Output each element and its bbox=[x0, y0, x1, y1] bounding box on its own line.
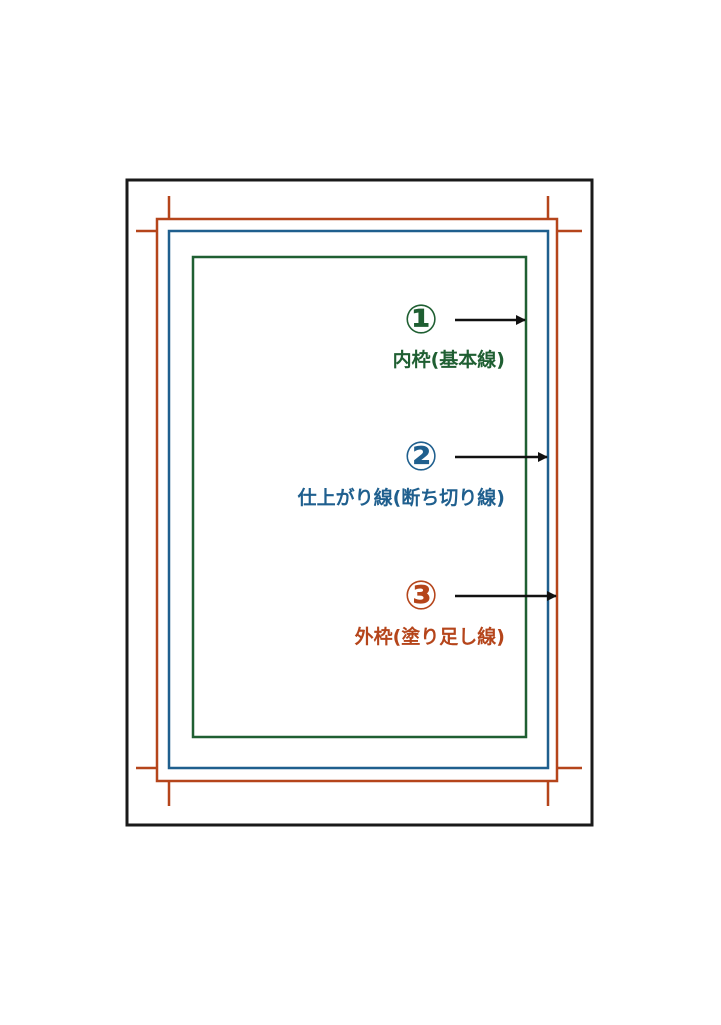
item-3-label: 外枠(塗り足し線) bbox=[354, 626, 505, 648]
bleed-frame bbox=[155, 217, 559, 783]
crop-marks bbox=[136, 196, 582, 806]
item-1-label: 内枠(基本線) bbox=[392, 349, 505, 371]
trim-frame bbox=[167, 229, 550, 770]
item-2-number: ② bbox=[404, 434, 438, 480]
item-2-label: 仕上がり線(断ち切り線) bbox=[297, 487, 505, 509]
page-border bbox=[125, 178, 594, 827]
item-3-number: ③ bbox=[404, 573, 438, 619]
inner-frame bbox=[191, 255, 528, 739]
item-1-number: ① bbox=[404, 297, 438, 343]
